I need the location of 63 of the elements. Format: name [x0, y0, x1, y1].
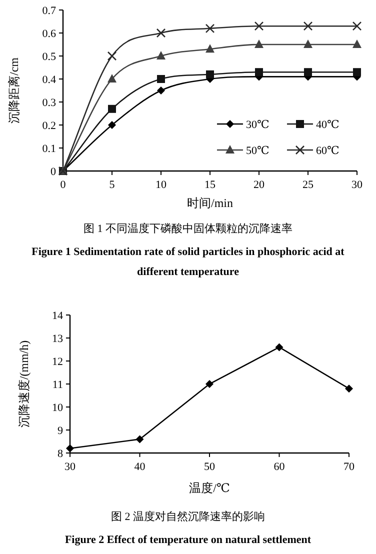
x-axis-title: 时间/min — [186, 196, 234, 210]
text: Figure 1 Sedimentation rate of solid particles in phosphoric acid at different temperature — [32, 246, 345, 278]
x-tick-label: 30 — [64, 461, 76, 473]
point — [352, 21, 362, 31]
point — [108, 121, 116, 129]
point — [303, 21, 313, 31]
x-tick-label: 10 — [156, 179, 167, 191]
point — [108, 74, 116, 82]
text: 图 2 温度对自然沉降速率的影响 — [111, 510, 265, 523]
text: Figure 2 Effect of temperature on natural settlement — [64, 534, 312, 546]
point — [255, 68, 263, 76]
x-axis-title: 温度/℃ — [189, 481, 230, 495]
x-tick-label: 20 — [254, 179, 265, 191]
point — [108, 104, 116, 113]
point — [156, 51, 166, 60]
y-axis-title: 沉降速度/(mm/h) — [17, 340, 31, 428]
point — [206, 380, 214, 388]
y-tick-label: 8 — [58, 448, 64, 460]
x-tick-label: 50 — [204, 461, 216, 473]
x-tick-label: 40 — [134, 461, 146, 473]
y-tick-label: 0 — [50, 166, 56, 178]
y-axis-title: 沉降距离/cm — [7, 56, 21, 124]
point — [156, 28, 166, 38]
y-tick-label: 0.1 — [42, 143, 56, 155]
legend-label: 40℃ — [316, 119, 340, 131]
y-tick-label: 14 — [52, 310, 64, 322]
point — [206, 44, 214, 53]
y-tick-label: 10 — [52, 402, 64, 414]
y-tick-label: 13 — [52, 333, 64, 345]
point — [107, 51, 117, 61]
x-tick-label: 5 — [109, 179, 116, 191]
point — [157, 75, 165, 83]
legend-label: 30℃ — [246, 119, 270, 131]
x-tick-label: 60 — [274, 461, 286, 473]
text: 图 1 不同温度下磷酸中固体颗粒的沉降速率 — [84, 222, 292, 235]
x-tick-label: 70 — [344, 461, 355, 473]
point — [157, 86, 165, 94]
y-tick-label: 0.7 — [42, 5, 56, 17]
y-tick-label: 0.5 — [42, 51, 56, 63]
x-tick-label: 25 — [302, 179, 314, 191]
point — [275, 343, 284, 352]
x-tick-label: 30 — [352, 179, 363, 191]
point — [352, 40, 362, 48]
y-tick-label: 0.6 — [42, 28, 56, 40]
point — [254, 21, 264, 31]
y-tick-label: 0.2 — [42, 120, 56, 132]
point — [66, 444, 74, 452]
point — [136, 435, 144, 444]
y-tick-label: 0.3 — [42, 97, 56, 109]
point — [345, 384, 353, 393]
point — [353, 68, 361, 76]
point — [206, 70, 214, 78]
point — [304, 40, 312, 48]
y-tick-label: 9 — [58, 425, 64, 437]
point — [205, 24, 215, 34]
x-tick-label: 15 — [204, 179, 216, 191]
legend-label: 50℃ — [246, 145, 270, 157]
y-tick-label: 0.4 — [42, 74, 56, 86]
y-tick-label: 11 — [52, 379, 63, 391]
point — [254, 40, 264, 48]
y-tick-label: 12 — [52, 356, 63, 368]
point — [304, 68, 312, 76]
legend-label: 60℃ — [316, 145, 340, 157]
